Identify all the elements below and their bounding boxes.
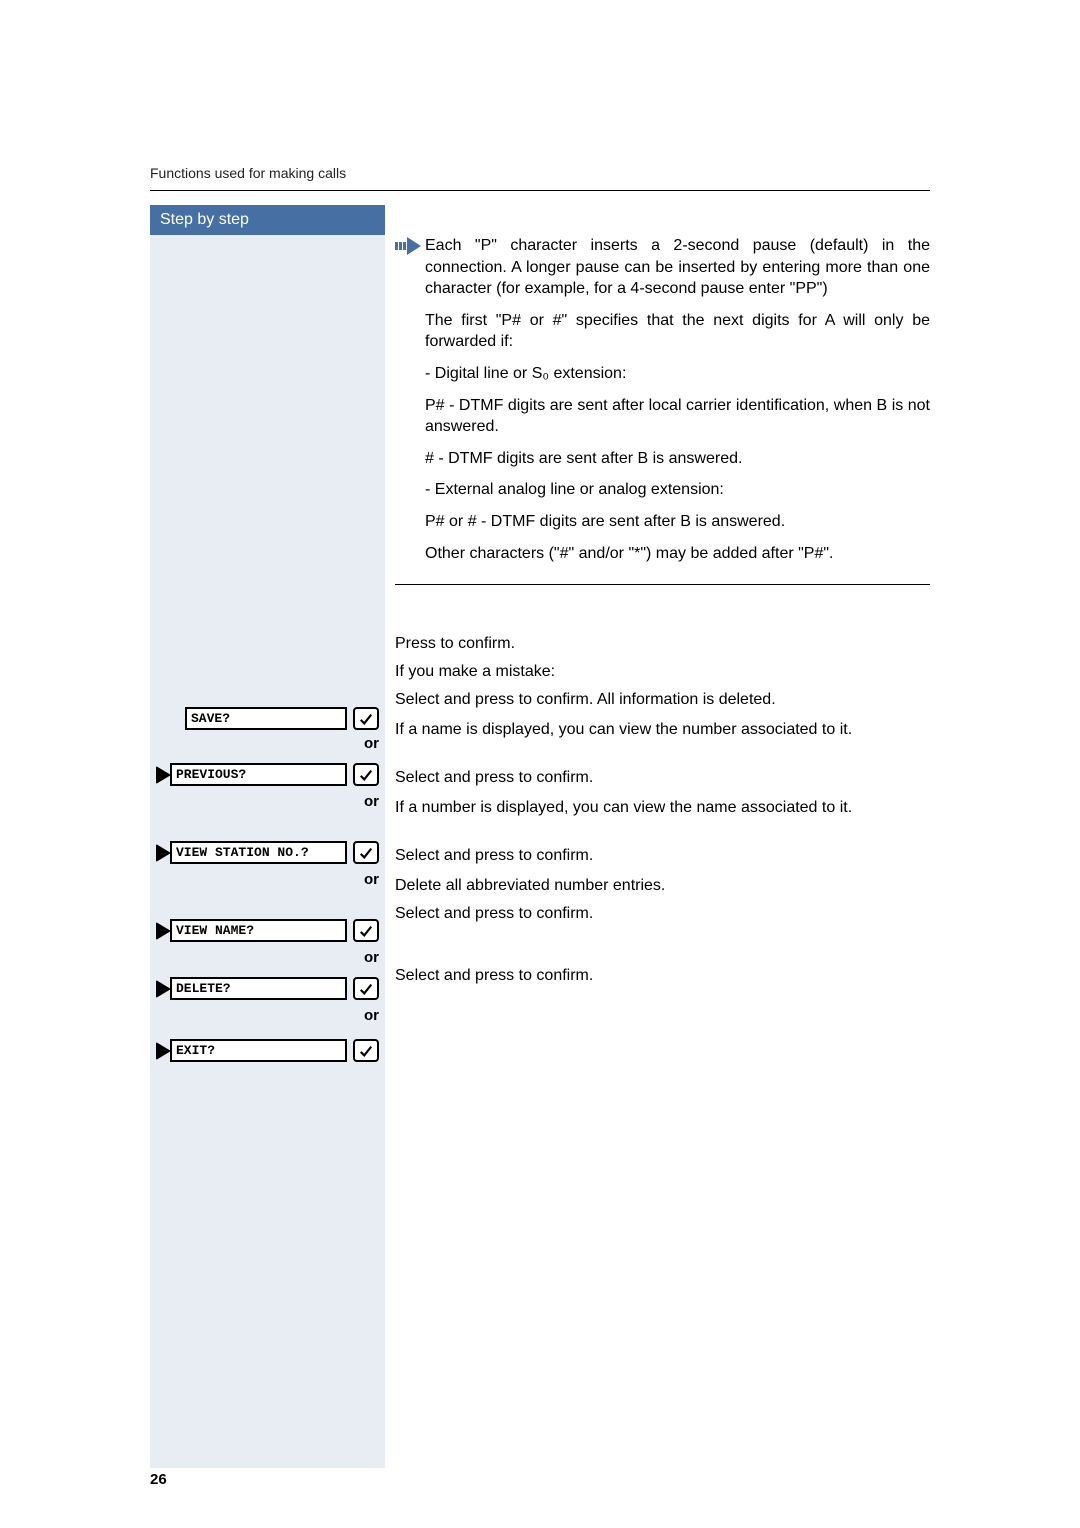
sidebar-step: DELETE? bbox=[156, 977, 379, 1000]
or-label: or bbox=[364, 949, 379, 966]
option-box: VIEW NAME? bbox=[170, 919, 347, 942]
instruction-text: If a name is displayed, you can view the… bbox=[395, 719, 930, 745]
arrow-option: VIEW NAME? bbox=[156, 919, 347, 942]
instruction-text: Select and press to confirm. bbox=[395, 845, 930, 871]
sidebar-or: or bbox=[156, 735, 379, 752]
main-column: Each "P" character inserts a 2-second pa… bbox=[395, 205, 930, 1025]
instruction-text: If a number is displayed, you can view t… bbox=[395, 797, 930, 823]
sidebar-step: VIEW NAME? bbox=[156, 919, 379, 942]
sidebar-or: or bbox=[156, 871, 379, 888]
option-box: VIEW STATION NO.? bbox=[170, 841, 347, 864]
or-label: or bbox=[364, 735, 379, 752]
option-box: PREVIOUS? bbox=[170, 763, 347, 786]
confirm-check-icon bbox=[353, 1039, 379, 1062]
sidebar-content: SAVE? or PREVIOUS? or VIEW STATION NO.? or VIE… bbox=[150, 235, 385, 1466]
instruction-text: Select and press to confirm. All informa… bbox=[395, 689, 930, 715]
instruction-text: Delete all abbreviated number entries. bbox=[395, 875, 930, 901]
step-sidebar: Step by step SAVE? or PREVIOUS? or VIEW STAT… bbox=[150, 205, 385, 1468]
running-header: Functions used for making calls bbox=[150, 165, 346, 181]
sidebar-title: Step by step bbox=[150, 205, 385, 235]
confirm-check-icon bbox=[353, 919, 379, 942]
sidebar-step: SAVE? bbox=[156, 707, 379, 730]
instruction-text bbox=[395, 933, 930, 959]
arrow-icon bbox=[156, 1042, 171, 1060]
or-label: or bbox=[364, 1007, 379, 1024]
note-paragraph: - Digital line or S₀ extension: bbox=[425, 363, 930, 385]
or-label: or bbox=[364, 793, 379, 810]
arrow-icon bbox=[156, 844, 171, 862]
sidebar-step: PREVIOUS? bbox=[156, 763, 379, 786]
instruction-text: Select and press to confirm. bbox=[395, 903, 930, 929]
page: Functions used for making calls Step by … bbox=[0, 0, 1080, 1528]
note-paragraph: # - DTMF digits are sent after B is answ… bbox=[425, 448, 930, 470]
arrow-option: DELETE? bbox=[156, 977, 347, 1000]
arrow-note-icon bbox=[395, 235, 425, 574]
confirm-check-icon bbox=[353, 763, 379, 786]
arrow-icon bbox=[156, 766, 171, 784]
note-paragraph: Each "P" character inserts a 2-second pa… bbox=[425, 235, 930, 300]
note-paragraph: P# - DTMF digits are sent after local ca… bbox=[425, 395, 930, 438]
page-number: 26 bbox=[150, 1471, 167, 1488]
arrow-option: PREVIOUS? bbox=[156, 763, 347, 786]
instruction-text: Select and press to confirm. bbox=[395, 767, 930, 793]
arrow-icon bbox=[156, 922, 171, 940]
or-label: or bbox=[364, 871, 379, 888]
note-paragraph: Other characters ("#" and/or "*") may be… bbox=[425, 543, 930, 565]
instruction-text: Press to confirm. bbox=[395, 633, 930, 659]
sidebar-or: or bbox=[156, 1007, 379, 1024]
note-paragraph: The first "P# or #" specifies that the n… bbox=[425, 310, 930, 353]
entries-list: Press to confirm.If you make a mistake:S… bbox=[395, 595, 930, 1025]
option-box: SAVE? bbox=[185, 707, 347, 730]
confirm-check-icon bbox=[353, 977, 379, 1000]
arrow-option: EXIT? bbox=[156, 1039, 347, 1062]
sidebar-step: EXIT? bbox=[156, 1039, 379, 1062]
note-paragraph: P# or # - DTMF digits are sent after B i… bbox=[425, 511, 930, 533]
note-body: Each "P" character inserts a 2-second pa… bbox=[425, 235, 930, 574]
confirm-check-icon bbox=[353, 707, 379, 730]
instruction-text: If you make a mistake: bbox=[395, 661, 930, 687]
option-box: EXIT? bbox=[170, 1039, 347, 1062]
confirm-check-icon bbox=[353, 841, 379, 864]
note-rule bbox=[395, 584, 930, 585]
sidebar-or: or bbox=[156, 949, 379, 966]
header-rule bbox=[150, 190, 930, 191]
sidebar-or: or bbox=[156, 793, 379, 810]
note-paragraph: - External analog line or analog extensi… bbox=[425, 479, 930, 501]
note-block: Each "P" character inserts a 2-second pa… bbox=[395, 235, 930, 574]
instruction-text: Select and press to confirm. bbox=[395, 965, 930, 991]
option-box: DELETE? bbox=[170, 977, 347, 1000]
sidebar-step: VIEW STATION NO.? bbox=[156, 841, 379, 864]
arrow-icon bbox=[156, 980, 171, 998]
arrow-option: VIEW STATION NO.? bbox=[156, 841, 347, 864]
